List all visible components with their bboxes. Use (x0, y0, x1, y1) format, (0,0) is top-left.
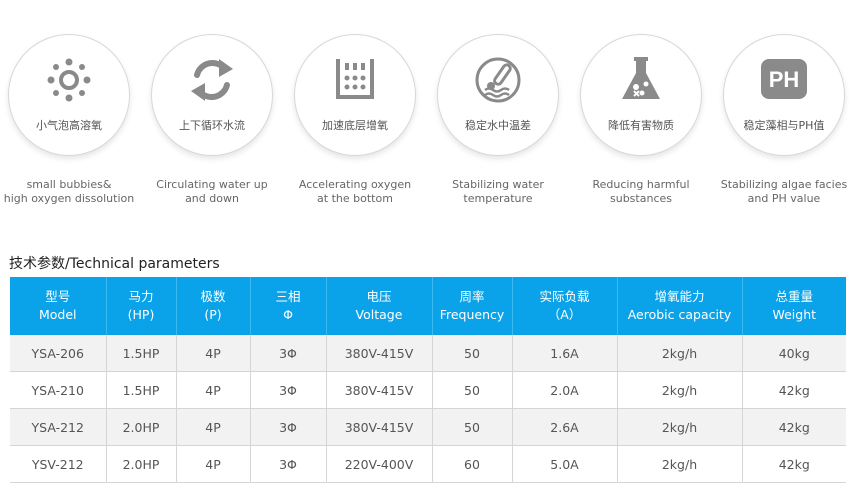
bubbles-icon (42, 53, 96, 107)
table-cell: 380V-415V (326, 335, 433, 372)
bottom-oxygen-icon (328, 53, 382, 107)
table-cell: 42kg (742, 371, 846, 409)
table-cell: 4P (176, 408, 251, 446)
feature-en-label: Reducing harmful substances (572, 178, 710, 206)
table-cell: 40kg (742, 335, 846, 372)
feature-water-temperature: 稳定水中温差 Stabilizing water temperature (429, 34, 567, 206)
table-cell: 42kg (742, 445, 846, 483)
table-cell: 2.0HP (106, 408, 177, 446)
feature-en-line: Stabilizing algae facies (720, 178, 848, 191)
feature-bottom-oxygen: 加速底层增氧 Accelerating oxygen at the bottom (286, 34, 424, 206)
table-cell: 1.6A (512, 335, 618, 372)
table-cell: 1.5HP (106, 371, 177, 409)
feature-circle: 加速底层增氧 (294, 34, 416, 156)
column-header: 周率 Frequency (432, 277, 513, 335)
feature-en-label: Circulating water up and down (143, 178, 281, 206)
table-cell: 380V-415V (326, 371, 433, 409)
feature-cn-label: 降低有害物质 (608, 119, 674, 132)
feature-en-label: Accelerating oxygen at the bottom (286, 178, 424, 206)
table-row: YSA-210 1.5HP 4P 3Φ 380V-415V 50 2.0A 2k… (10, 371, 846, 409)
feature-circulation: 上下循环水流 Circulating water up and down (143, 34, 281, 206)
feature-ph-value: PH 稳定藻相与PH值 Stabilizing algae facies and… (715, 34, 853, 206)
feature-en-line: high oxygen dissolution (3, 192, 135, 205)
table-cell: YSA-210 (10, 371, 107, 409)
table-cell: 3Φ (250, 371, 327, 409)
column-header: 增氧能力 Aerobic capacity (617, 277, 743, 335)
table-cell: 2kg/h (617, 335, 743, 372)
feature-en-line: temperature (463, 192, 533, 205)
feature-cn-label: 加速底层增氧 (322, 119, 388, 132)
feature-circle: 降低有害物质 (580, 34, 702, 156)
table-cell: 4P (176, 445, 251, 483)
flask-icon (614, 53, 668, 107)
feature-en-line: at the bottom (317, 192, 393, 205)
feature-reduce-harmful: 降低有害物质 Reducing harmful substances (572, 34, 710, 206)
feature-cn-label: 上下循环水流 (179, 119, 245, 132)
table-cell: 2kg/h (617, 371, 743, 409)
features-row: 小气泡高溶氧 small bubbies& high oxygen dissol… (0, 0, 858, 215)
table-header-row: 型号 Model 马力 (HP) 极数 (P) 三相 Φ 电压 Voltage 周率 Fre… (10, 277, 846, 335)
table-cell: YSV-212 (10, 445, 107, 483)
table-cell: 220V-400V (326, 445, 433, 483)
table-row: YSV-212 2.0HP 4P 3Φ 220V-400V 60 5.0A 2k… (10, 445, 846, 483)
table-cell: YSA-212 (10, 408, 107, 446)
feature-en-label: Stabilizing water temperature (429, 178, 567, 206)
feature-en-line: and PH value (747, 192, 821, 205)
feature-circle: 稳定水中温差 (437, 34, 559, 156)
circulation-icon (185, 53, 239, 107)
table-cell: 50 (432, 371, 513, 409)
table-cell: 2kg/h (617, 445, 743, 483)
feature-en-line: Stabilizing water (452, 178, 544, 191)
table-cell: 380V-415V (326, 408, 433, 446)
feature-circle: 小气泡高溶氧 (8, 34, 130, 156)
ph-icon: PH (757, 53, 811, 107)
table-cell: 3Φ (250, 445, 327, 483)
feature-circle: PH 稳定藻相与PH值 (723, 34, 845, 156)
table-cell: 2kg/h (617, 408, 743, 446)
table-cell: 50 (432, 408, 513, 446)
feature-en-line: and down (185, 192, 239, 205)
feature-small-bubbles: 小气泡高溶氧 small bubbies& high oxygen dissol… (0, 34, 138, 206)
table-cell: 60 (432, 445, 513, 483)
table-cell: 5.0A (512, 445, 618, 483)
table-cell: 42kg (742, 408, 846, 446)
column-header: 总重量 Weight (742, 277, 846, 335)
table-cell: 2.0A (512, 371, 618, 409)
table-cell: YSA-206 (10, 335, 107, 372)
table-cell: 2.6A (512, 408, 618, 446)
ph-icon-text: PH (769, 67, 800, 92)
table-cell: 50 (432, 335, 513, 372)
section-title: 技术参数/Technical parameters (9, 256, 220, 272)
feature-en-line: substances (610, 192, 672, 205)
table-cell: 3Φ (250, 408, 327, 446)
table-cell: 1.5HP (106, 335, 177, 372)
column-header: 极数 (P) (176, 277, 251, 335)
table-row: YSA-206 1.5HP 4P 3Φ 380V-415V 50 1.6A 2k… (10, 335, 846, 372)
table-cell: 3Φ (250, 335, 327, 372)
thermometer-icon (471, 53, 525, 107)
table-cell: 4P (176, 335, 251, 372)
table-row: YSA-212 2.0HP 4P 3Φ 380V-415V 50 2.6A 2k… (10, 408, 846, 446)
feature-cn-label: 稳定藻相与PH值 (743, 119, 825, 132)
feature-en-line: Reducing harmful (592, 178, 690, 191)
feature-cn-label: 小气泡高溶氧 (36, 119, 102, 132)
feature-en-label: Stabilizing algae facies and PH value (715, 178, 853, 206)
feature-circle: 上下循环水流 (151, 34, 273, 156)
column-header: 实际负载 （A） (512, 277, 618, 335)
column-header: 三相 Φ (250, 277, 327, 335)
feature-en-line: small bubbies& (26, 178, 112, 191)
technical-parameters-table: 型号 Model 马力 (HP) 极数 (P) 三相 Φ 电压 Voltage 周率 Fre… (10, 277, 846, 483)
table-cell: 4P (176, 371, 251, 409)
column-header: 马力 (HP) (106, 277, 177, 335)
feature-en-label: small bubbies& high oxygen dissolution (0, 178, 138, 206)
feature-en-line: Accelerating oxygen (298, 178, 412, 191)
column-header: 型号 Model (10, 277, 107, 335)
feature-en-line: Circulating water up (156, 178, 268, 191)
table-cell: 2.0HP (106, 445, 177, 483)
column-header: 电压 Voltage (326, 277, 433, 335)
feature-cn-label: 稳定水中温差 (465, 119, 531, 132)
